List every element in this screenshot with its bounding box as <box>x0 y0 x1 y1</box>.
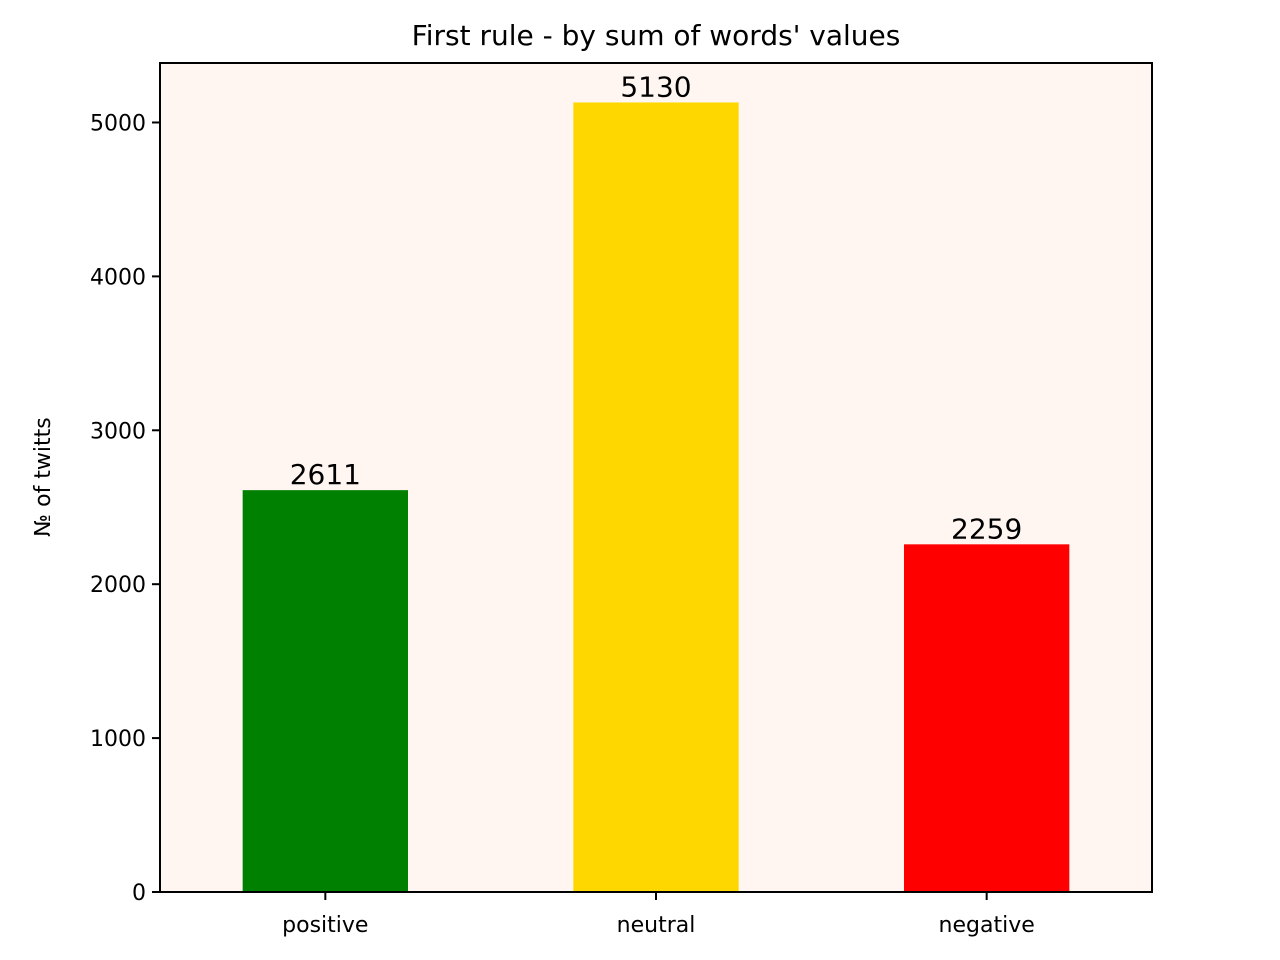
data-label-neutral: 5130 <box>620 70 691 103</box>
bar-neutral <box>573 102 739 892</box>
x-tick-label-neutral: neutral <box>617 913 696 938</box>
bars-group <box>242 102 1070 892</box>
y-tick-label-5000: 5000 <box>90 111 146 136</box>
bar-positive <box>242 490 408 892</box>
data-label-negative: 2259 <box>951 512 1022 545</box>
data-label-positive: 2611 <box>290 458 361 491</box>
value-labels-group: 2611 5130 2259 <box>290 70 1023 545</box>
x-tick-label-negative: negative <box>939 913 1035 938</box>
y-axis-label: № of twitts <box>31 417 56 537</box>
y-tick-label-1000: 1000 <box>90 727 146 752</box>
bar-negative <box>904 544 1070 892</box>
y-tick-label-2000: 2000 <box>90 573 146 598</box>
chart-title: First rule - by sum of words' values <box>412 19 901 52</box>
x-tick-label-positive: positive <box>282 913 368 938</box>
y-tick-label-3000: 3000 <box>90 419 146 444</box>
y-axis: 0 1000 2000 3000 4000 5000 <box>90 111 160 906</box>
x-axis: positive neutral negative <box>282 892 1035 938</box>
y-tick-label-4000: 4000 <box>90 265 146 290</box>
y-tick-label-0: 0 <box>132 881 146 906</box>
